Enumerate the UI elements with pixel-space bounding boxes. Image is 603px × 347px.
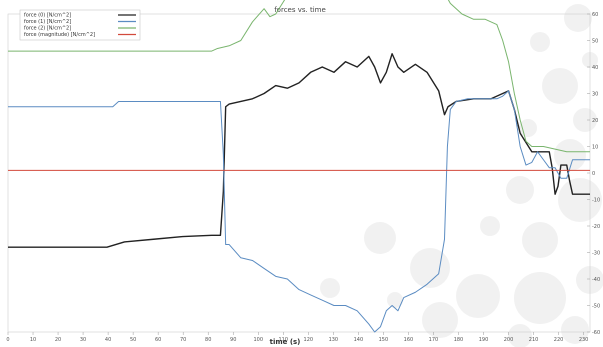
series-line-2 <box>8 0 590 153</box>
chart-title: forces vs. time <box>274 6 326 14</box>
x-tick-label: 130 <box>329 337 339 343</box>
y-tick-label: -20 <box>592 224 600 230</box>
x-tick-label: 70 <box>180 337 186 343</box>
x-axis-label: time (s) <box>270 338 301 346</box>
y-axis-ticks: 60 50 40 30 20 10 0 -10 -20 -30 -40 -50 -60 <box>587 12 600 336</box>
x-tick-label: 0 <box>6 337 9 343</box>
y-tick-label: 20 <box>592 118 598 124</box>
legend-label-3: force (magnitude) [N/cm^2] <box>24 32 95 38</box>
x-tick-label: 230 <box>579 337 589 343</box>
series-layer <box>8 0 590 333</box>
y-tick-label: 30 <box>592 92 598 98</box>
legend-label-1: force (1) [N/cm^2] <box>24 19 71 25</box>
x-tick-label: 90 <box>230 337 236 343</box>
y-tick-label: -60 <box>592 330 600 336</box>
x-tick-label: 100 <box>253 337 263 343</box>
series-line-0 <box>8 53 590 248</box>
x-tick-label: 10 <box>30 337 36 343</box>
legend-label-0: force (0) [N/cm^2] <box>24 13 71 19</box>
x-tick-label: 40 <box>105 337 111 343</box>
x-tick-label: 50 <box>130 337 136 343</box>
x-tick-label: 190 <box>479 337 489 343</box>
background-bubbles <box>320 4 603 347</box>
x-tick-label: 60 <box>155 337 161 343</box>
x-tick-label: 200 <box>504 337 514 343</box>
y-tick-label: -40 <box>592 277 600 283</box>
x-tick-label: 220 <box>554 337 564 343</box>
plot-frame <box>7 13 591 333</box>
y-tick-label: 40 <box>592 65 598 71</box>
x-tick-label: 110 <box>279 337 289 343</box>
x-tick-label: 140 <box>354 337 364 343</box>
legend: force (0) [N/cm^2]force (1) [N/cm^2]forc… <box>19 9 141 41</box>
x-tick-label: 20 <box>55 337 61 343</box>
series-line-1 <box>8 90 590 333</box>
y-tick-label: 10 <box>592 145 598 151</box>
legend-label-2: force (2) [N/cm^2] <box>24 26 71 32</box>
x-tick-label: 80 <box>205 337 211 343</box>
y-tick-label: -50 <box>592 304 600 310</box>
y-tick-label: -30 <box>592 251 600 257</box>
x-tick-label: 160 <box>404 337 414 343</box>
y-tick-label: 50 <box>592 39 598 45</box>
y-tick-label: -10 <box>592 198 600 204</box>
x-tick-label: 30 <box>80 337 86 343</box>
x-tick-label: 210 <box>529 337 539 343</box>
x-tick-label: 150 <box>379 337 389 343</box>
y-tick-label: 0 <box>592 171 595 177</box>
legend-entries: force (0) [N/cm^2]force (1) [N/cm^2]forc… <box>24 13 136 38</box>
x-axis-ticks: 0 10 20 30 40 50 60 70 80 90 100 110 120 130 140 150 160… <box>6 332 588 343</box>
x-tick-label: 180 <box>454 337 464 343</box>
y-tick-label: 60 <box>592 12 598 18</box>
x-tick-label: 170 <box>429 337 439 343</box>
x-tick-label: 120 <box>304 337 314 343</box>
